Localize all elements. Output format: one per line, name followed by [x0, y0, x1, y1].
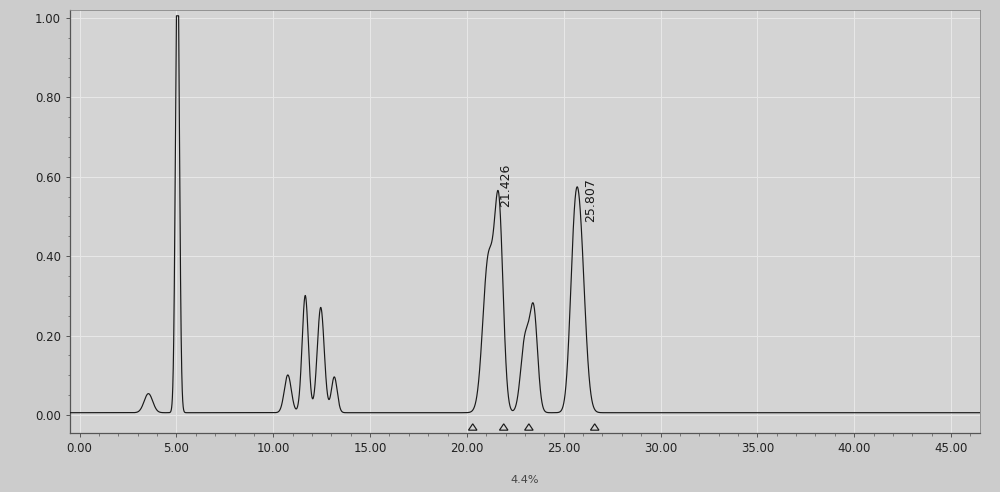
- Text: 21.426: 21.426: [499, 163, 512, 207]
- Text: 25.807: 25.807: [584, 179, 597, 222]
- Text: 4.4%: 4.4%: [511, 475, 539, 485]
